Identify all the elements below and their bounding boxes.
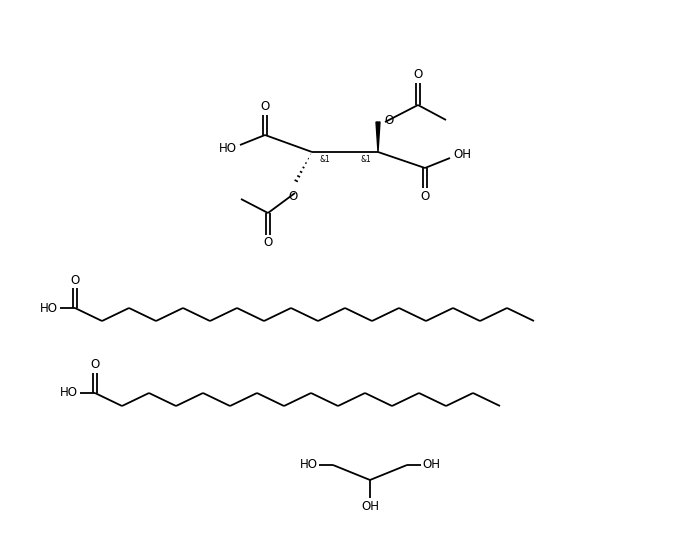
Text: O: O bbox=[384, 115, 393, 128]
Text: &1: &1 bbox=[360, 155, 371, 164]
Text: O: O bbox=[263, 237, 273, 250]
Text: O: O bbox=[414, 69, 422, 81]
Text: &1: &1 bbox=[319, 155, 330, 164]
Polygon shape bbox=[376, 122, 380, 152]
Text: HO: HO bbox=[219, 141, 237, 154]
Text: OH: OH bbox=[453, 148, 471, 160]
Text: HO: HO bbox=[300, 458, 318, 471]
Text: O: O bbox=[71, 273, 79, 286]
Text: O: O bbox=[90, 359, 100, 372]
Text: OH: OH bbox=[361, 501, 379, 514]
Text: O: O bbox=[260, 100, 270, 114]
Text: OH: OH bbox=[422, 458, 440, 471]
Text: O: O bbox=[288, 190, 298, 203]
Text: HO: HO bbox=[40, 301, 58, 315]
Text: O: O bbox=[420, 189, 430, 203]
Text: HO: HO bbox=[60, 387, 78, 399]
